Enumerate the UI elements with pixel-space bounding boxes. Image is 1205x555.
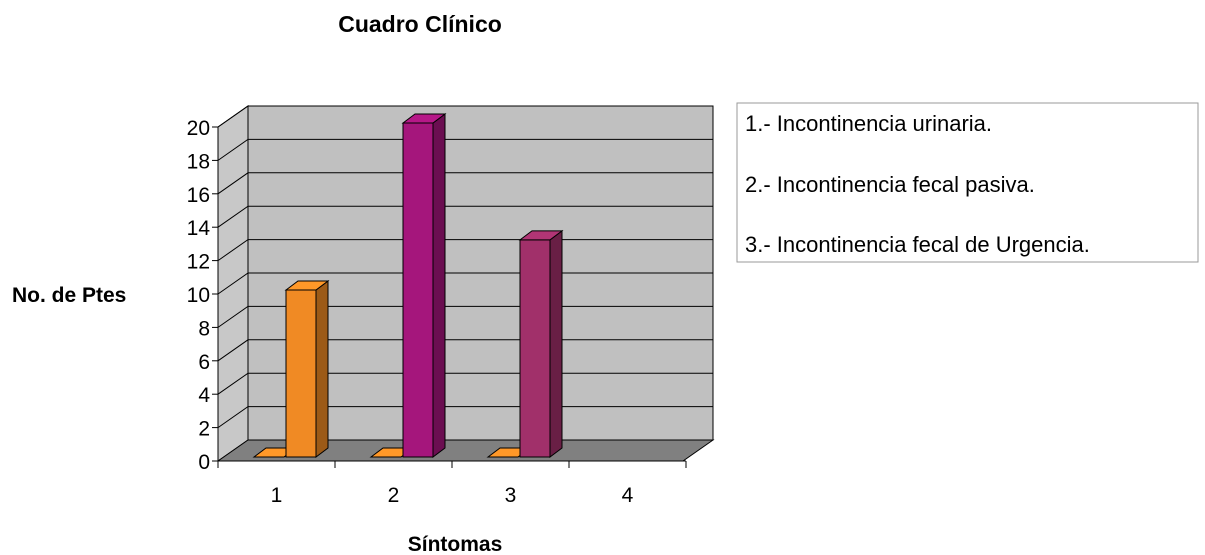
- x-tick-label: 4: [622, 484, 634, 507]
- bar-front: [519, 239, 551, 458]
- grid-line: [217, 138, 713, 161]
- y-tick-label: 18: [187, 150, 210, 173]
- legend-item-2: 2.- Incontinencia fecal pasiva.: [745, 172, 1035, 197]
- chart-title: Cuadro Clínico: [338, 11, 502, 37]
- bar: [518, 229, 564, 458]
- bar-front: [402, 122, 434, 458]
- bars: [252, 113, 564, 458]
- y-axis-title: No. de Ptes: [12, 284, 126, 307]
- y-tick-label: 16: [187, 184, 210, 207]
- y-tick-label: 10: [187, 284, 210, 307]
- bar-top: [401, 113, 447, 124]
- bar: [284, 280, 330, 458]
- grid-line: [217, 172, 713, 195]
- y-axis: 0 2 4 6 8 10 12 14 16 18 20: [187, 117, 219, 474]
- x-tick-label: 3: [505, 484, 517, 507]
- y-tick-label: 2: [198, 418, 210, 441]
- y-tick-label: 12: [187, 251, 210, 274]
- y-tick-label: 14: [187, 217, 211, 240]
- bar-side: [549, 229, 563, 458]
- bar-front: [285, 289, 317, 458]
- y-tick-label: 8: [198, 317, 210, 340]
- y-tick-label: 20: [187, 117, 210, 140]
- bar-top: [284, 280, 330, 291]
- y-tick-label: 0: [198, 451, 210, 474]
- bar-side: [432, 113, 446, 458]
- bar: [401, 113, 447, 458]
- bar-side: [315, 280, 329, 458]
- plot-area: [216, 105, 715, 462]
- legend-box: [736, 102, 1199, 263]
- x-tick-label: 1: [271, 484, 283, 507]
- x-axis-title: Síntomas: [408, 533, 503, 555]
- legend-item-1: 1.- Incontinencia urinaria.: [745, 111, 992, 136]
- grid-line: [217, 105, 713, 128]
- grid-line: [217, 205, 713, 228]
- legend: 1.- Incontinencia urinaria. 2.- Incontin…: [736, 102, 1199, 263]
- x-axis: 1 2 3 4: [217, 460, 687, 507]
- x-tick-label: 2: [388, 484, 400, 507]
- y-tick-label: 6: [198, 351, 210, 374]
- legend-item-3: 3.- Incontinencia fecal de Urgencia.: [745, 232, 1090, 257]
- bar-top: [518, 230, 564, 241]
- y-tick-label: 4: [198, 384, 210, 407]
